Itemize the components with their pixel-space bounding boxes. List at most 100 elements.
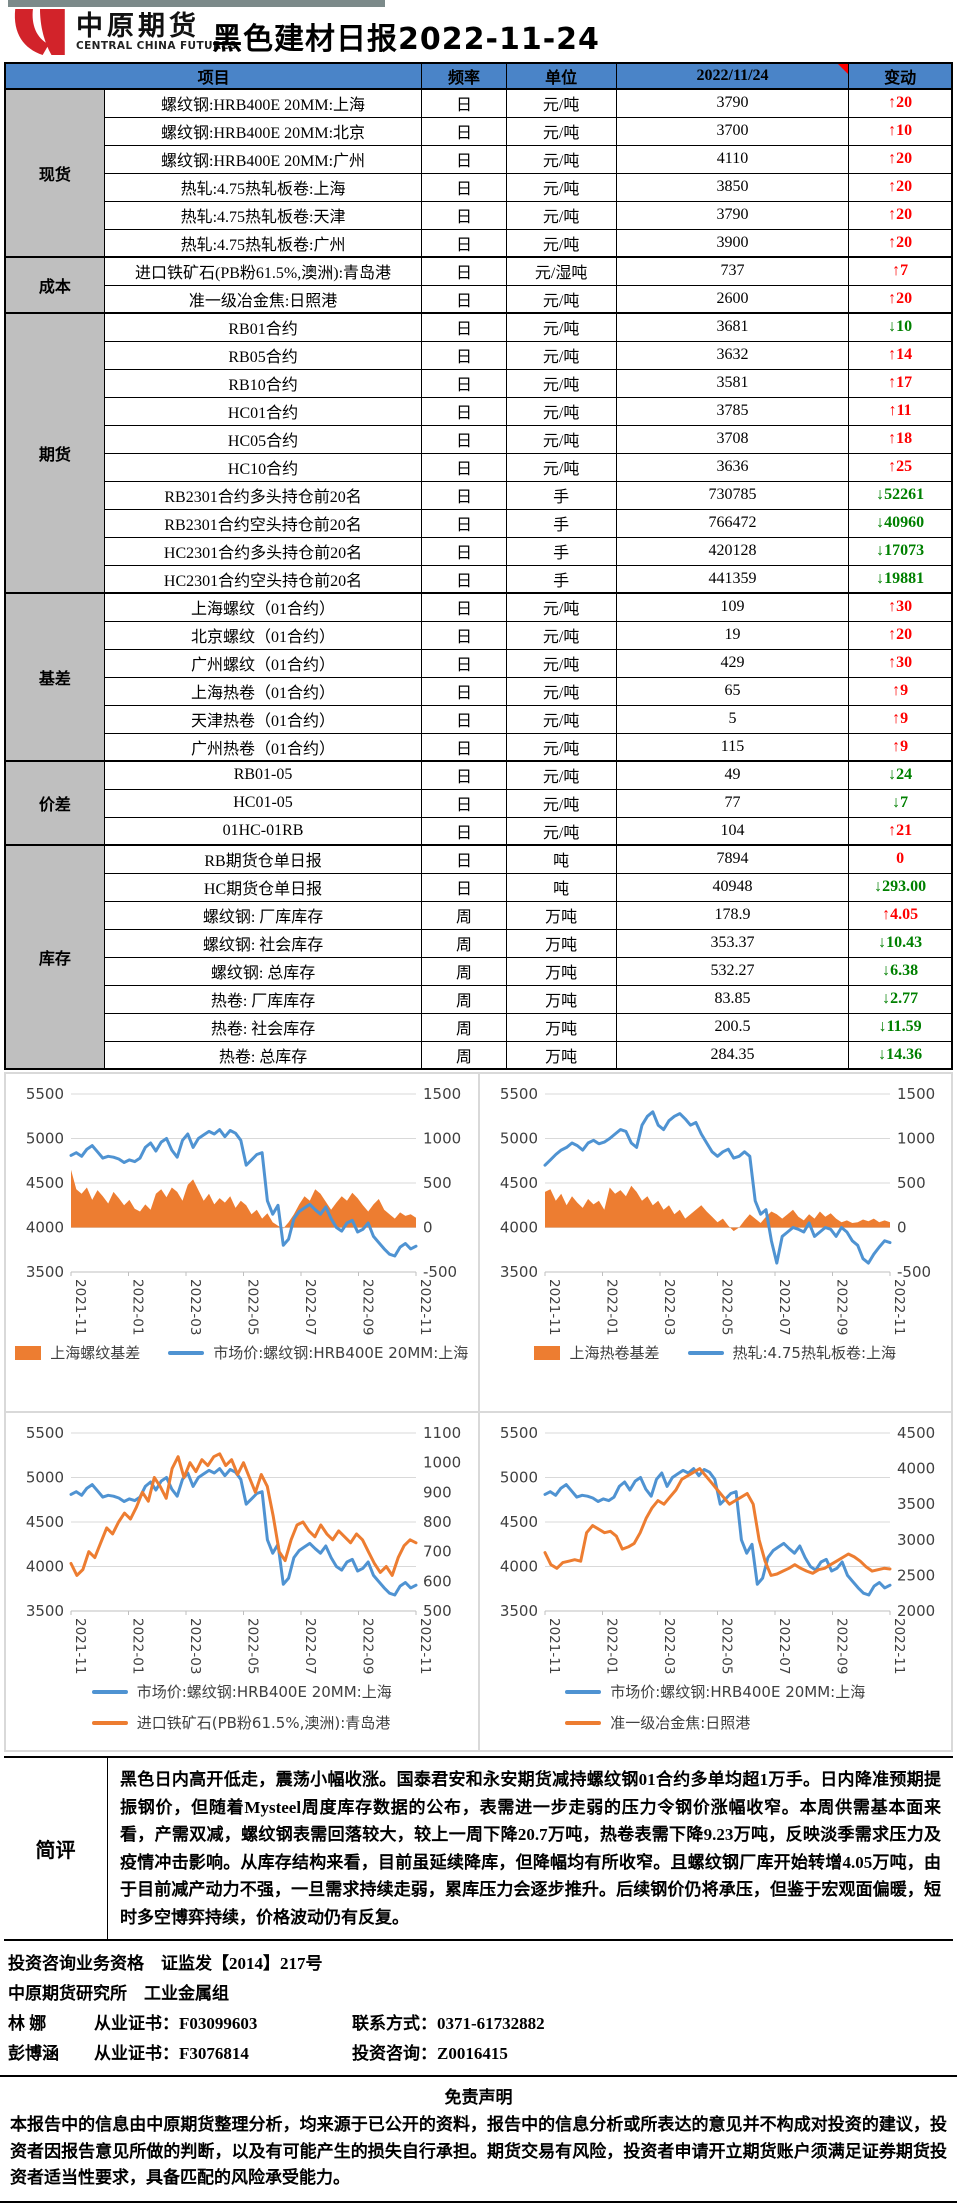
value-cell: 3850 [615,172,850,202]
brand-name-cn: 中原期货 [76,10,200,41]
item-cell: 热轧:4.75热轧板卷:广州 [103,228,423,258]
legend-entry: 市场价:螺纹钢:HRB400E 20MM:上海 [565,1681,865,1702]
table-row: 螺纹钢: 社会库存周万吨 353.37 ↓10.43 [5,928,953,958]
chart-legend: 上海热卷基差 热轧:4.75热轧板卷:上海 [534,1342,896,1363]
svg-text:2022-03: 2022-03 [187,1279,203,1335]
item-cell: HC01合约 [103,396,423,426]
freq-cell: 日 [421,116,507,146]
value-cell: 3790 [615,88,850,118]
svg-text:4500: 4500 [26,1513,64,1531]
item-cell: 准一级冶金焦:日照港 [103,284,423,314]
item-cell: 上海螺纹（01合约） [103,592,423,622]
item-cell: 广州热卷（01合约） [103,732,423,762]
freq-cell: 周 [421,1012,507,1042]
svg-text:4000: 4000 [26,1219,64,1237]
freq-cell: 周 [421,1040,507,1070]
svg-text:0: 0 [423,1219,433,1237]
svg-text:2022-07: 2022-07 [302,1279,318,1335]
unit-cell: 元/吨 [505,368,617,398]
svg-text:2022-11: 2022-11 [417,1279,433,1335]
unit-cell: 元/湿吨 [505,256,617,286]
unit-cell: 吨 [505,844,617,874]
value-cell: 115 [615,732,850,762]
item-cell: 广州螺纹（01合约） [103,648,423,678]
svg-text:1500: 1500 [897,1085,935,1103]
item-cell: 进口铁矿石(PB粉61.5%,澳洲):青岛港 [103,256,423,286]
svg-text:5500: 5500 [26,1085,64,1103]
unit-cell: 手 [505,536,617,566]
change-cell: ↑20 [848,200,953,230]
svg-text:2021-11: 2021-11 [546,1618,562,1674]
table-row: 热卷: 社会库存周万吨 200.5 ↓11.59 [5,1012,953,1042]
freq-cell: 日 [421,648,507,678]
unit-cell: 元/吨 [505,816,617,846]
table-row: 天津热卷（01合约）日元/吨 5 ↑9 [5,704,953,734]
svg-text:2022-05: 2022-05 [245,1618,261,1674]
analyst-name: 彭博涵 [8,2044,59,2064]
value-cell: 5 [615,704,850,734]
svg-text:5000: 5000 [500,1130,538,1148]
svg-text:2021-11: 2021-11 [72,1279,88,1335]
chart-plot: 55005000450040003500150010005000-5002021… [500,1085,935,1335]
item-cell: HC2301合约多头持仓前20名 [103,536,423,566]
svg-text:4500: 4500 [897,1424,935,1442]
logo-icon [14,9,65,55]
group-label: 现货 [4,88,105,258]
freq-cell: 日 [421,536,507,566]
value-cell: 3708 [615,424,850,454]
legend-line-swatch [91,1689,128,1694]
freq-cell: 日 [421,284,507,314]
svg-text:2022-01: 2022-01 [130,1618,146,1674]
item-cell: 螺纹钢:HRB400E 20MM:上海 [103,88,423,118]
comment-label: 简评 [4,1758,108,1940]
table-row: HC10合约日元/吨 3636 ↑25 [5,452,953,482]
freq-cell: 日 [421,676,507,706]
unit-cell: 万吨 [505,1040,617,1070]
group-label: 库存 [4,844,105,1070]
value-cell: 7894 [615,844,850,874]
brand-text: 中原期货 CENTRAL CHINA FUTURES [76,10,237,52]
disclaimer-text: 本报告中的信息由中原期货整理分析，均来源于已公开的资料，报告中的信息分析或所表达… [10,2115,947,2187]
legend-line-swatch [565,1689,602,1694]
table-row: 螺纹钢:HRB400E 20MM:广州日元/吨 4110 ↑20 [5,144,953,174]
item-cell: 热轧:4.75热轧板卷:上海 [103,172,423,202]
item-cell: HC01-05 [103,788,423,818]
unit-cell: 元/吨 [505,340,617,370]
svg-text:2022-05: 2022-05 [718,1618,734,1674]
freq-cell: 日 [421,424,507,454]
item-cell: HC05合约 [103,424,423,454]
table-header-row: 项目 频率 单位 2022/11/24 变动 [4,62,953,90]
analyst-line: 林 娜 从业证书：F03099603 联系方式：0371-61732882 [8,2009,949,2034]
svg-text:2021-11: 2021-11 [546,1279,562,1335]
value-cell: 2600 [615,284,850,314]
change-cell: ↓52261 [848,480,953,510]
unit-cell: 元/吨 [505,200,617,230]
change-cell: ↑30 [848,648,953,678]
svg-text:-500: -500 [897,1263,931,1281]
table-row: HC01-05 日元/吨 77 ↓7 [5,788,953,818]
value-cell: 3581 [615,368,850,398]
item-cell: 热轧:4.75热轧板卷:天津 [103,200,423,230]
table-row: HC05合约日元/吨 3708 ↑18 [5,424,953,454]
table-row: 热轧:4.75热轧板卷:广州日元/吨 3900 ↑20 [5,228,953,258]
table-row: 01HC-01RB 日元/吨 104 ↑21 [5,816,953,846]
change-cell: ↑20 [848,144,953,174]
svg-text:-500: -500 [423,1263,457,1281]
table-row: 库存 RB期货仓单日报日吨 7894 0 [4,844,953,1070]
unit-cell: 万吨 [505,900,617,930]
value-cell: 4110 [615,144,850,174]
value-cell: 3681 [615,312,850,342]
change-cell: ↑20 [848,284,953,314]
svg-text:3500: 3500 [897,1495,935,1513]
value-cell: 737 [615,256,850,286]
item-cell: HC期货仓单日报 [103,872,423,902]
unit-cell: 元/吨 [505,144,617,174]
svg-text:2022-01: 2022-01 [603,1618,619,1674]
table-row: RB05合约日元/吨 3632 ↑14 [5,340,953,370]
svg-text:3500: 3500 [500,1263,538,1281]
legend-label: 市场价:螺纹钢:HRB400E 20MM:上海 [610,1683,866,1701]
svg-text:2022-01: 2022-01 [603,1279,619,1335]
svg-text:3500: 3500 [26,1263,64,1281]
change-cell: ↑10 [848,116,953,146]
charts-grid: 5500 5000 4500 4000 3500 1500 1000 500 0 -500 2021… [4,1072,953,1752]
